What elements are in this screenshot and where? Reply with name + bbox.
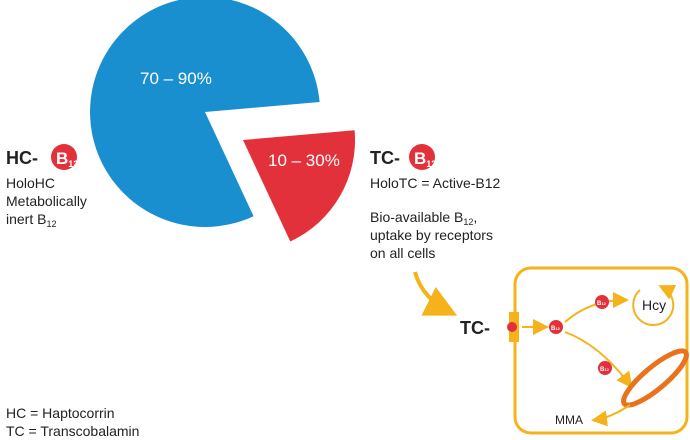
legend-line: TC = Transcobalamin xyxy=(6,423,139,439)
mitochondrion xyxy=(621,348,689,408)
small-share: 10 – 30% xyxy=(268,151,340,170)
sub: 12 xyxy=(46,219,56,229)
b: B xyxy=(597,301,602,307)
tc-line: on all cells xyxy=(370,245,435,261)
receptor-b12 xyxy=(507,322,517,332)
cell xyxy=(513,266,689,435)
arrow xyxy=(591,404,631,427)
text: Bio-available B xyxy=(370,209,463,225)
legend-line: HC = Haptocorrin xyxy=(6,405,115,421)
pie-large-slice xyxy=(90,0,320,227)
hcy-cycle xyxy=(632,285,677,326)
b12-dot xyxy=(595,295,609,309)
uptake-arrow xyxy=(413,271,458,316)
text: , xyxy=(473,209,477,225)
tc-line: uptake by receptors xyxy=(370,227,493,243)
hc-badge-text: B12 xyxy=(56,149,78,169)
tc-line: Bio-available B12, xyxy=(370,209,477,227)
badge-sub: 12 xyxy=(426,159,436,169)
badge-b: B xyxy=(414,149,426,168)
tc-prefix: TC- xyxy=(370,148,400,168)
tc-line: HoloTC = Active-B12 xyxy=(370,175,501,191)
hc-line: Metabolically xyxy=(6,193,87,209)
hc-line: HoloHC xyxy=(6,175,55,191)
b: B xyxy=(551,326,556,332)
sub: 12 xyxy=(601,301,606,306)
hc-badge xyxy=(51,144,77,170)
arrow xyxy=(564,331,633,389)
mma: MMA xyxy=(555,413,583,427)
badge-b: B xyxy=(56,149,68,168)
cell-tc-prefix: TC- xyxy=(460,318,490,338)
hc-prefix: HC- xyxy=(6,148,38,168)
tc-badge-text: B12 xyxy=(414,149,436,169)
hcy: Hcy xyxy=(642,297,666,313)
badge-sub: 12 xyxy=(68,159,78,169)
b12-dot-label: B12 xyxy=(597,301,607,307)
sub: 12 xyxy=(604,367,609,372)
b12-dot xyxy=(549,320,563,334)
b12-dot-label: B12 xyxy=(600,367,610,373)
b: B xyxy=(600,367,605,373)
pie-small-slice xyxy=(243,130,356,242)
sub: 12 xyxy=(555,326,560,331)
large-share: 70 – 90% xyxy=(140,69,212,88)
tc-badge xyxy=(409,144,435,170)
text: inert B xyxy=(6,211,46,227)
b12-dot xyxy=(598,361,612,375)
sub: 12 xyxy=(463,217,473,227)
b12-dot-label: B12 xyxy=(551,326,561,332)
hc-line: inert B12 xyxy=(6,211,56,229)
arrow xyxy=(564,292,629,323)
